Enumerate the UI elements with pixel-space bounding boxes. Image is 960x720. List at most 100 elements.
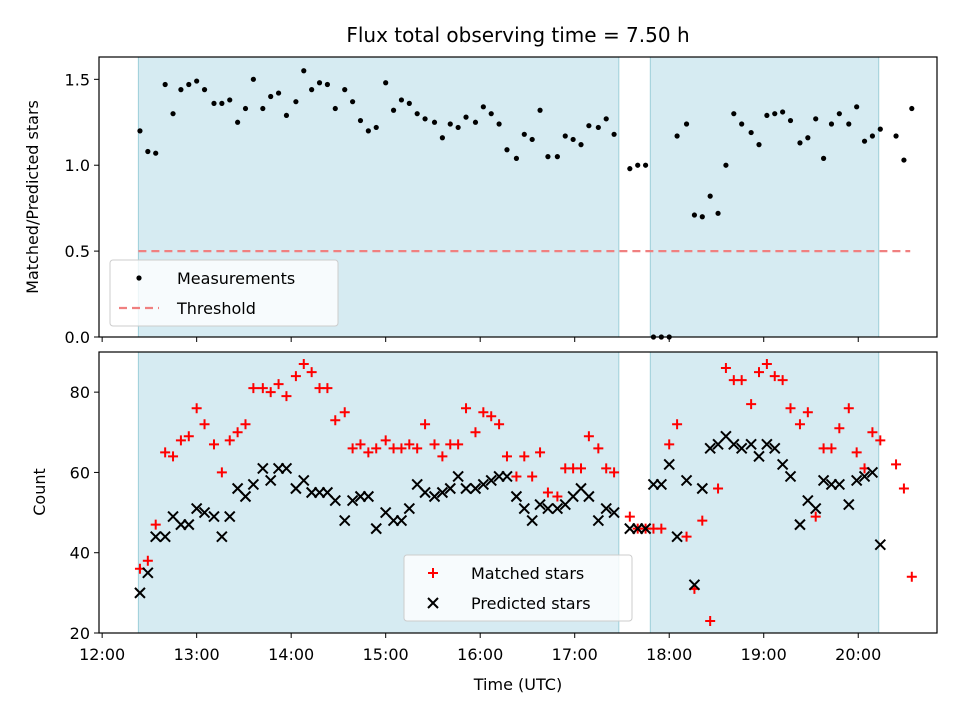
top-panel-measurements-point (480, 104, 486, 110)
bottom-panel-predicted-stars-point (745, 438, 757, 451)
bottom-panel-predicted-stars-point (257, 462, 269, 475)
top-panel-measurements-point (537, 107, 543, 113)
bottom-panel-matched-stars-point (656, 523, 667, 534)
bottom-panel-predicted-stars-point (444, 482, 456, 495)
top-panel-measurements-point (268, 93, 274, 100)
top-panel-measurements-point (554, 154, 560, 160)
bottom-panel-matched-stars-point (891, 459, 902, 470)
bottom-panel-predicted-stars-point (419, 486, 431, 499)
top-panel-measurements-point (350, 99, 356, 105)
bottom-panel-matched-stars-point (494, 419, 505, 430)
bottom-panel-legend-matched-stars-swatch (428, 568, 438, 578)
top-panel-measurements-point (398, 97, 405, 103)
bottom-panel-matched-stars-point (281, 391, 292, 402)
bottom-panel-predicted-stars-point (843, 498, 855, 511)
bottom-panel-matched-stars-point (224, 435, 235, 446)
bottom-panel-y-tick-label: 40 (70, 544, 90, 563)
top-panel-measurements-point (250, 76, 256, 82)
bottom-panel-matched-stars-point (851, 447, 862, 458)
top-panel-measurements-point (836, 111, 842, 117)
bottom-panel-matched-stars-point (232, 427, 243, 438)
bottom-panel-y-tick-label: 20 (70, 624, 90, 643)
bottom-panel-predicted-stars-point (753, 450, 765, 463)
bottom-panel-predicted-stars-point (704, 442, 716, 455)
top-panel-measurements-point (586, 123, 592, 129)
bottom-panel-y-tick-label: 80 (70, 383, 90, 402)
bottom-panel-matched-stars-point (542, 487, 553, 498)
top-panel-measurements-point (683, 121, 690, 127)
bottom-panel-matched-stars-point (609, 467, 620, 478)
bottom-panel-predicted-stars-point (817, 474, 830, 487)
top-panel-measurements-point (715, 210, 721, 216)
top-panel-measurements-point (787, 117, 794, 124)
bottom-panel-matched-stars-point (355, 439, 366, 450)
top-panel-measurements-point (439, 135, 445, 141)
bottom-panel-matched-stars-point (664, 439, 675, 450)
bottom-panel-predicted-stars-point (485, 474, 497, 487)
top-panel-measurements-point (170, 111, 176, 117)
bottom-panel-matched-stars-point (875, 435, 886, 446)
bottom-panel-predicted-stars-point (769, 442, 781, 455)
bottom-panel-matched-stars-point (265, 387, 276, 398)
bottom-panel-matched-stars-point (720, 363, 731, 374)
bottom-panel-matched-stars-point (478, 407, 489, 418)
bottom-panel-predicted-stars-point (735, 442, 748, 455)
top-panel-measurements-point (186, 81, 192, 88)
bottom-panel-matched-stars-point (453, 439, 464, 450)
top-panel-measurements-point (153, 150, 159, 156)
bottom-panel-matched-stars-point (322, 383, 333, 394)
top-panel-measurements-point (293, 99, 299, 105)
top-panel-frame (98, 56, 938, 338)
bottom-panel-predicted-stars-point (134, 587, 146, 599)
x-tick-label: 17:00 (552, 645, 598, 664)
bottom-panel-predicted-stars-point (526, 514, 538, 527)
bottom-panel-matched-stars-point (826, 443, 837, 454)
top-panel-measurements-point (447, 121, 453, 127)
bottom-panel-matched-stars-point (511, 471, 522, 482)
x-tick-label: 14:00 (268, 645, 314, 664)
bottom-panel-predicted-stars-point (428, 490, 441, 503)
bottom-panel-predicted-stars-point (761, 438, 773, 451)
bottom-panel-predicted-stars-point (600, 502, 612, 515)
bottom-panel-matched-stars-point (486, 411, 497, 422)
x-axis-label: Time (UTC) (473, 675, 562, 694)
bottom-panel-predicted-stars-point (776, 458, 789, 471)
x-tick-label: 12:00 (79, 645, 125, 664)
bottom-panel-matched-stars-point (175, 435, 186, 446)
top-panel-measurements-point (642, 162, 649, 168)
bottom-panel-matched-stars-point (697, 515, 708, 526)
bottom-panel-predicted-stars-point (239, 490, 252, 503)
bottom-panel-predicted-stars-point (142, 567, 154, 579)
top-panel-legend: Measurements Threshold (109, 259, 339, 327)
top-panel-legend-threshold-label: Threshold (176, 299, 256, 318)
bottom-panel-matched-stars-point (867, 427, 878, 438)
bottom-panel-predicted-stars-point (298, 474, 310, 487)
bottom-panel-predicted-stars-point (542, 502, 554, 515)
bottom-panel-predicted-stars-point (784, 470, 797, 483)
top-panel-measurements-point (756, 142, 762, 148)
bottom-panel-predicted-stars-point (452, 470, 464, 483)
x-tick-label: 16:00 (457, 645, 503, 664)
bottom-panel-matched-stars-point (168, 451, 179, 462)
top-panel-measurements-point (422, 116, 428, 122)
top-panel-measurements-point (211, 100, 217, 106)
bottom-panel-matched-stars-point (802, 407, 813, 418)
top-panel-measurements-point (137, 128, 143, 134)
bottom-panel-predicted-stars-point (534, 498, 546, 511)
top-panel-measurements-point (595, 124, 601, 131)
top-panel-measurements-point (570, 136, 576, 143)
top-panel-legend-measurements-label: Measurements (177, 269, 295, 288)
top-panel-measurements-point (603, 116, 609, 122)
bottom-panel-matched-stars-point (535, 447, 546, 458)
x-tick-label: 19:00 (741, 645, 787, 664)
x-tick-label: 13:00 (174, 645, 220, 664)
top-panel-measurements-point (731, 111, 737, 117)
bottom-panel-matched-stars-point (371, 443, 382, 454)
top-panel-measurements-point (201, 87, 208, 93)
top-panel-measurements-point (324, 81, 331, 88)
bottom-panel-predicted-stars-point (264, 474, 277, 487)
bottom-panel-matched-stars-point (713, 483, 724, 494)
top-panel-measurements-point (901, 157, 907, 163)
top-panel-measurements-point (275, 90, 282, 96)
bottom-panel-matched-stars-point (330, 415, 341, 426)
